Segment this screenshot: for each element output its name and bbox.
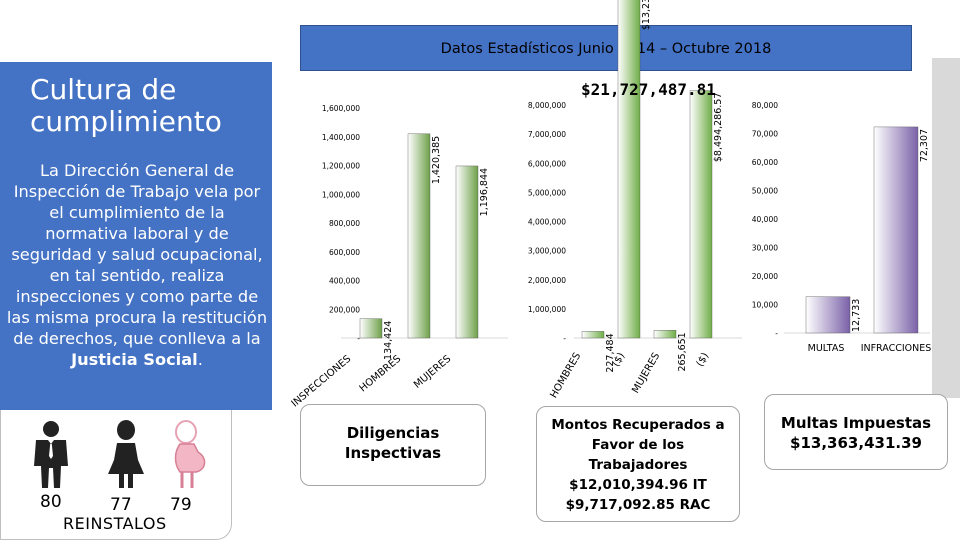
y-tick-label: 30,000: [752, 244, 778, 253]
y-tick-label: 400,000: [329, 277, 360, 286]
y-tick-label: 3,000,000: [528, 247, 566, 256]
woman-icon: [108, 420, 144, 488]
y-tick-label: 200,000: [329, 305, 360, 314]
y-tick-label: -: [563, 334, 566, 343]
y-tick-label: 7,000,000: [528, 130, 566, 139]
header-bar: Datos Estadísticos Junio 2014 – Octubre …: [300, 25, 912, 71]
multas-line-2: $13,363,431.39: [790, 434, 922, 452]
category-label: HOMBRES: [548, 351, 583, 400]
bar: [617, 0, 641, 339]
reinstalos-hombres: 80: [40, 492, 62, 512]
montos-line-4: $12,010,394.96 IT: [569, 477, 707, 493]
data-label: 1,420,385: [431, 136, 442, 184]
data-label: 265,651: [677, 332, 688, 371]
panel-body-text: La Dirección General de Inspección de Tr…: [6, 161, 268, 348]
montos-line-2: Favor de los: [591, 437, 685, 453]
diligencias-line-1: Diligencias: [346, 424, 440, 442]
y-tick-label: 50,000: [752, 187, 778, 196]
multas-line-1: Multas Impuestas: [780, 414, 932, 432]
category-label: INSPECCIONES: [290, 354, 354, 410]
reinstalos-mujeres: 77: [110, 495, 132, 515]
panel-title: Cultura de cumplimiento: [30, 73, 222, 138]
category-label: ($): [695, 351, 712, 369]
page-title: Datos Estadísticos Junio 2014 – Octubre …: [440, 41, 772, 57]
multas-box: Multas Impuestas $13,363,431.39: [764, 394, 948, 470]
reinstalos-embarazadas: 79: [170, 495, 192, 515]
data-label: 72,307: [919, 129, 930, 162]
category-label: MUJERES: [412, 354, 453, 391]
bar: [653, 330, 677, 339]
y-tick-label: 1,000,000: [528, 305, 566, 314]
diligencias-box: Diligencias Inspectivas: [300, 404, 486, 486]
chart-montos: - 1,000,000 2,000,000 3,000,000 4,000,000 5,0…: [528, 0, 742, 400]
diligencias-line-2: Inspectivas: [344, 444, 442, 462]
y-tick-label: 10,000: [752, 301, 778, 310]
montos-line-1: Montos Recuperados a: [551, 417, 725, 433]
y-tick-label: 60,000: [752, 158, 778, 167]
pregnant-woman-icon: [174, 420, 206, 488]
man-icon: [34, 421, 68, 488]
y-tick-label: -: [357, 334, 360, 343]
panel-body-end: .: [197, 350, 203, 369]
bar: [359, 318, 383, 339]
bar: [455, 165, 479, 339]
y-tick-label: 1,000,000: [322, 190, 360, 199]
y-tick-label: -: [775, 329, 778, 338]
y-tick-label: 6,000,000: [528, 159, 566, 168]
panel-body-bold: Justicia Social: [71, 350, 198, 369]
data-label: 1,196,844: [479, 168, 490, 216]
montos-box: Montos Recuperados a Favor de los Trabaj…: [536, 406, 740, 522]
y-tick-label: 1,400,000: [322, 133, 360, 142]
y-tick-label: 70,000: [752, 130, 778, 139]
bar: [873, 126, 919, 334]
y-tick-label: 2,000,000: [528, 276, 566, 285]
y-tick-label: 4,000,000: [528, 218, 566, 227]
y-tick-label: 80,000: [752, 101, 778, 110]
data-label: 134,424: [383, 321, 394, 360]
total-amount: $21,727,487.81: [581, 80, 716, 99]
data-label: $13,233,201.24: [641, 0, 652, 30]
y-tick-label: 1,200,000: [322, 162, 360, 171]
montos-line-3: Trabajadores: [588, 457, 688, 473]
y-tick-label: 1,600,000: [322, 104, 360, 113]
montos-line-5: $9,717,092.85 RAC: [565, 497, 711, 513]
panel-body: La Dirección General de Inspección de Tr…: [6, 160, 268, 370]
category-label: MUJERES: [630, 351, 662, 395]
bar: [407, 133, 431, 339]
category-label: MULTAS: [808, 343, 845, 354]
y-tick-label: 8,000,000: [528, 101, 566, 110]
y-tick-label: 5,000,000: [528, 188, 566, 197]
y-tick-label: 40,000: [752, 215, 778, 224]
y-tick-label: 20,000: [752, 272, 778, 281]
data-label: 12,733: [851, 299, 862, 332]
data-label: 227,484: [605, 333, 616, 372]
y-tick-label: 800,000: [329, 219, 360, 228]
bar: [581, 331, 605, 339]
category-label: HOMBRES: [358, 354, 404, 395]
left-panel: [0, 62, 272, 410]
category-label: INFRACCIONES: [861, 343, 932, 354]
reinstalos-label: REINSTALOS: [63, 514, 167, 533]
bar: [689, 90, 713, 339]
chart-diligencias: - 200,000 400,000 600,000 800,000 1,000,000 1,…: [290, 104, 508, 410]
scrollbar[interactable]: [932, 58, 960, 398]
y-tick-label: 600,000: [329, 248, 360, 257]
chart-multas: - 10,000 20,000 30,000 40,000 50,000 60,000 70,…: [752, 101, 932, 354]
bar: [805, 296, 851, 334]
data-label: $8,494,286.57: [713, 93, 724, 163]
